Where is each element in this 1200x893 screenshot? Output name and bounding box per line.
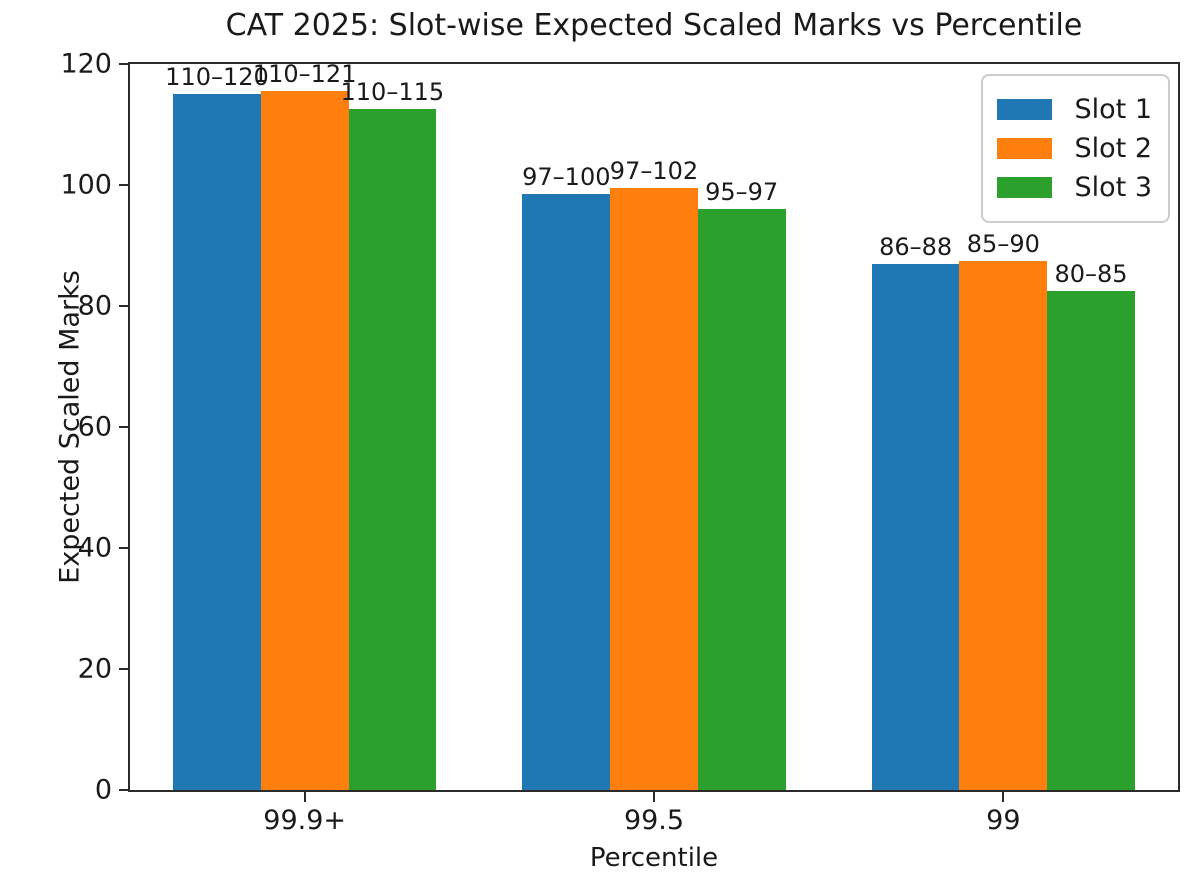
bar-value-label-slot-1-99.9+: 110–120 (165, 63, 269, 92)
y-tick-label-60: 60 (77, 411, 112, 443)
x-tick-label-99.9+: 99.9+ (263, 805, 347, 836)
y-tick-mark-20 (119, 668, 128, 671)
bar-value-label-slot-1-99.5: 97–100 (522, 163, 611, 192)
x-axis-label: Percentile (589, 843, 719, 873)
bar-value-label-slot-3-99.9+: 110–115 (340, 78, 445, 107)
y-tick-mark-100 (119, 184, 128, 186)
legend-label-slot-2: Slot 2 (1074, 133, 1152, 164)
bar-slot-2-99.5: 97–102 (610, 157, 698, 790)
y-tick-mark-60 (119, 426, 128, 428)
bar-value-label-slot-2-99: 85–90 (966, 229, 1040, 258)
bar-slot-1-99.5: 97–100 (522, 163, 610, 790)
bar-value-label-slot-3-99: 80–85 (1054, 259, 1128, 288)
x-tick-mark-99 (1002, 792, 1005, 802)
legend-swatch-slot-1-icon (997, 99, 1053, 120)
y-tick-label-0: 0 (94, 774, 112, 806)
x-tick-mark-99.5 (653, 792, 655, 802)
bar-group-99: 86–88 85–90 80–85 (829, 64, 1178, 790)
plot-area: Slot 1 Slot 2 Slot 3 0 20 40 60 80 100 120 99.9… (60, 49, 1180, 836)
legend-entry-slot-1: Slot 1 (997, 94, 1152, 125)
y-tick-label-20: 20 (77, 653, 112, 685)
y-tick-label-100: 100 (60, 169, 112, 201)
y-tick-label-120: 120 (60, 48, 112, 80)
legend: Slot 1 Slot 2 Slot 3 (981, 74, 1170, 223)
y-tick-label-80: 80 (77, 290, 112, 322)
legend-swatch-slot-3-icon (997, 177, 1053, 198)
bar-group-99.9+: 110–120 110–121 110–115 (130, 60, 479, 790)
x-tick-label-99: 99 (986, 805, 1021, 836)
bar-group-99.5: 97–100 97–102 95–97 (479, 64, 828, 790)
bar-value-label-slot-2-99.5: 97–102 (609, 157, 699, 186)
y-tick-label-40: 40 (77, 532, 112, 564)
legend-label-slot-1: Slot 1 (1074, 94, 1152, 125)
bar-slot-2-99.9+: 110–121 (253, 60, 356, 790)
x-tick-mark-99.9+ (303, 792, 306, 802)
y-tick-mark-80 (119, 305, 128, 308)
bar-value-label-slot-1-99: 86–88 (879, 232, 953, 261)
bar-slot-1-99.9+: 110–120 (165, 63, 269, 790)
legend-swatch-slot-2-icon (997, 138, 1053, 159)
y-tick-mark-40 (119, 547, 128, 550)
y-tick-mark-120 (119, 63, 128, 65)
bar-value-label-slot-2-99.9+: 110–121 (252, 60, 357, 89)
chart-title: CAT 2025: Slot-wise Expected Scaled Mark… (225, 8, 1083, 43)
bar-slot-2-99: 85–90 (959, 230, 1048, 790)
y-tick-mark-0 (119, 789, 128, 791)
bar-slot-3-99: 80–85 (1047, 260, 1135, 790)
legend-label-slot-3: Slot 3 (1074, 172, 1152, 203)
bar-slot-3-99.5: 95–97 (697, 178, 786, 790)
legend-entry-slot-2: Slot 2 (997, 133, 1152, 164)
x-tick-label-99.5: 99.5 (623, 805, 685, 836)
bar-value-label-slot-3-99.5: 95–97 (705, 178, 779, 207)
bar-slot-1-99: 86–88 (871, 233, 960, 790)
bar-slot-3-99.9+: 110–115 (341, 78, 444, 790)
legend-entry-slot-3: Slot 3 (997, 172, 1152, 203)
